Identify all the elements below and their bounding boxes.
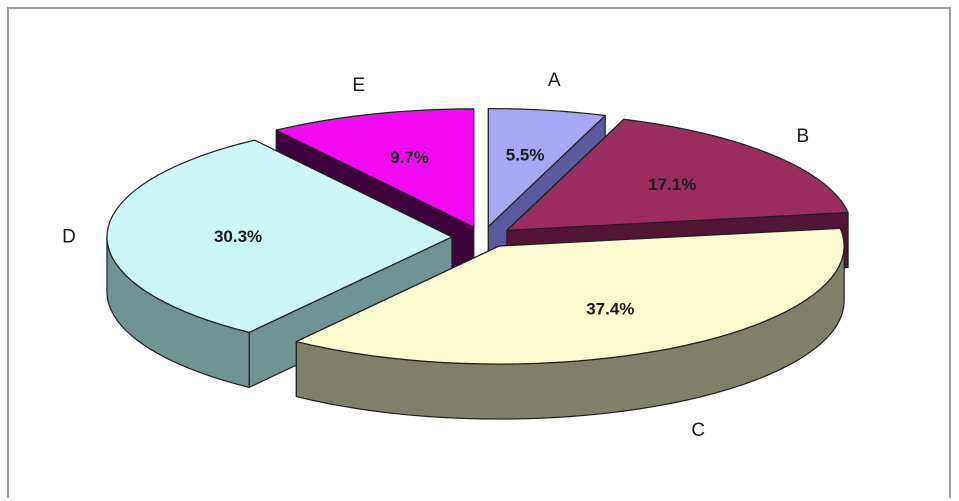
- slice-top-a: [487, 107, 606, 228]
- category-label-e: E: [352, 75, 365, 96]
- slices-layer: [106, 107, 849, 420]
- slice-top-c: [295, 227, 845, 365]
- slice-top-d: [106, 139, 453, 333]
- category-label-d: D: [62, 226, 76, 247]
- labels-layer: 5.5% A 17.1% B 37.4% C 30.3% D 9.7% E: [62, 70, 809, 441]
- value-label-d: 30.3%: [214, 227, 262, 246]
- value-label-a: 5.5%: [506, 145, 545, 164]
- category-label-b: B: [797, 126, 810, 147]
- slice-top-e: [275, 108, 475, 228]
- value-label-c: 37.4%: [586, 300, 634, 319]
- pie-slice-c: [295, 227, 845, 420]
- value-label-e: 9.7%: [390, 148, 429, 167]
- category-label-a: A: [548, 70, 561, 91]
- value-label-b: 17.1%: [648, 175, 696, 194]
- slice-top-b: [506, 118, 849, 231]
- category-label-c: C: [691, 420, 705, 441]
